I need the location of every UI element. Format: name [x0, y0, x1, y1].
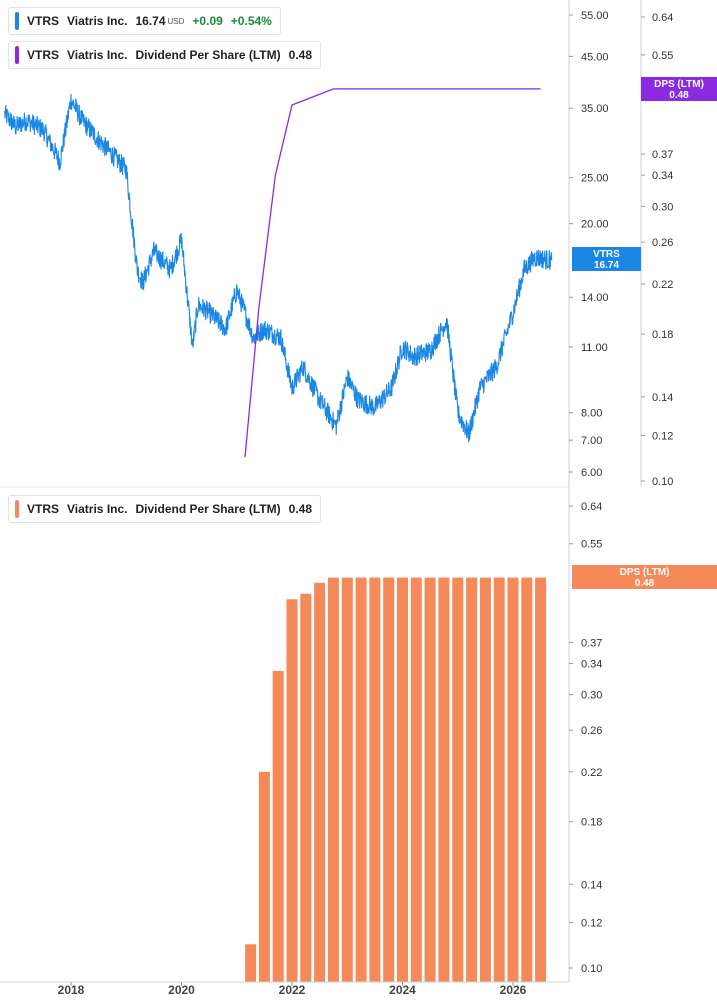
dps-top-axis-tick-label: 0.26	[652, 237, 673, 249]
dps-bar	[245, 944, 257, 982]
price-axis-tick-label: 7.00	[581, 435, 602, 447]
dps-bottom-axis-tick-label: 0.37	[581, 637, 602, 649]
price-axis-tick-label: 11.00	[581, 342, 608, 354]
dps-bar	[369, 577, 381, 982]
dps-top-axis-tick-label: 0.34	[652, 170, 673, 182]
dps-top-badge-label: DPS (LTM)	[654, 79, 704, 90]
dps-top-axis-tick-label: 0.18	[652, 329, 673, 341]
dps-bottom-axis-tick-label: 0.26	[581, 725, 602, 737]
legend-change-pct: +0.54%	[230, 14, 272, 28]
legend-company-name: Viatris Inc.	[67, 502, 128, 516]
legend-value: 0.48	[288, 48, 312, 62]
dps-bar	[452, 577, 464, 982]
price-axis-tick-label: 8.00	[581, 408, 602, 420]
time-axis-tick-label: 2022	[279, 983, 306, 997]
legend-change: +0.09	[192, 14, 223, 28]
dps-top-axis-tick-label: 0.30	[652, 201, 673, 213]
dps-bottom-badge-bg	[572, 565, 717, 589]
dps-bar	[314, 582, 326, 982]
dps-bar	[507, 577, 519, 982]
price-legend[interactable]: VTRS Viatris Inc. 16.74 USD +0.09 +0.54%	[8, 7, 281, 35]
dps-series-line	[244, 88, 541, 458]
price-axis-tick-label: 20.00	[581, 219, 609, 231]
dps-top-axis-tick-label: 0.22	[652, 279, 673, 291]
price-axis-tick-label: 25.00	[581, 173, 609, 185]
dps-bottom-axis-tick-label: 0.12	[581, 918, 602, 930]
series-lines	[4, 88, 553, 458]
legend-symbol: VTRS	[27, 502, 60, 516]
dps-top-axis-tick-label: 0.64	[652, 12, 673, 24]
dps-bar	[341, 577, 353, 982]
dps-bar	[521, 577, 533, 982]
dps-bottom-axis-tick-label: 0.55	[581, 539, 602, 551]
price-axis-tick-label: 6.00	[581, 467, 602, 479]
dps-top-badge-value: 0.48	[669, 90, 689, 101]
dps-bar	[466, 577, 478, 982]
dps-bar	[479, 577, 491, 982]
axes-layer	[0, 0, 645, 986]
time-axis-tick-label: 2020	[168, 983, 195, 997]
price-badge-value: 16.74	[594, 260, 619, 271]
dps-bottom-badge-value: 0.48	[635, 578, 655, 589]
dps-bar	[493, 577, 505, 982]
price-axis-tick-label: 35.00	[581, 103, 609, 115]
legend-value: 0.48	[288, 502, 312, 516]
dps-bar	[327, 577, 339, 982]
dps-bars	[245, 577, 547, 982]
dps-bar	[438, 577, 450, 982]
dps-bar	[272, 670, 284, 982]
dps-bar	[410, 577, 422, 982]
price-axis-tick-label: 45.00	[581, 51, 609, 63]
dps-top-axis-tick-label: 0.12	[652, 430, 673, 442]
dps-bar	[383, 577, 395, 982]
dps-top-badge-bg	[641, 77, 717, 101]
dps-legend-bottom[interactable]: VTRS Viatris Inc. Dividend Per Share (LT…	[8, 495, 321, 523]
dps-bottom-badge-label: DPS (LTM)	[620, 567, 670, 578]
dps-bottom-axis-tick-label: 0.10	[581, 963, 602, 975]
dps-bar	[355, 577, 367, 982]
legend-price: 16.74	[135, 14, 166, 28]
dps-top-axis-tick-label: 0.10	[652, 476, 673, 488]
price-legend-swatch	[15, 12, 19, 30]
price-axis-tick-label: 14.00	[581, 292, 609, 304]
dps-bar	[286, 599, 298, 982]
dps-bottom-axis-tick-label: 0.30	[581, 690, 602, 702]
price-axis-tick-label: 55.00	[581, 10, 609, 22]
dps-bottom-axis-tick-label: 0.14	[581, 879, 602, 891]
legend-metric: Dividend Per Share (LTM)	[135, 502, 281, 516]
dps-legend-swatch	[15, 500, 19, 518]
dps-bar	[424, 577, 436, 982]
price-badge-bg	[572, 247, 641, 271]
dps-legend-swatch	[15, 46, 19, 64]
dps-bottom-axis-tick-label: 0.18	[581, 817, 602, 829]
time-axis-tick-label: 2024	[389, 983, 416, 997]
time-axis-tick-label: 2026	[500, 983, 527, 997]
time-axis-tick-label: 2018	[58, 983, 85, 997]
price-series-line	[4, 93, 553, 443]
legend-currency: USD	[167, 16, 185, 26]
legend-company-name: Viatris Inc.	[67, 14, 128, 28]
legend-company-name: Viatris Inc.	[67, 48, 128, 62]
dps-bottom-axis-tick-label: 0.64	[581, 501, 602, 513]
dps-top-axis-tick-label: 0.37	[652, 149, 673, 161]
dps-bottom-axis-tick-label: 0.22	[581, 767, 602, 779]
dps-bottom-axis-tick-label: 0.34	[581, 658, 602, 670]
dps-bar	[300, 593, 312, 982]
dps-bar	[535, 577, 547, 982]
dps-legend-top[interactable]: VTRS Viatris Inc. Dividend Per Share (LT…	[8, 41, 321, 69]
price-badge-label: VTRS	[593, 249, 620, 260]
tick-labels: 55.00 45.00 35.00 25.00 20.00 14.00 11.00 8.00 7…	[58, 10, 674, 997]
legend-metric: Dividend Per Share (LTM)	[135, 48, 281, 62]
dps-top-axis-tick-label: 0.14	[652, 392, 673, 404]
dps-bar	[258, 771, 270, 982]
legend-symbol: VTRS	[27, 14, 60, 28]
dps-bar	[397, 577, 408, 982]
legend-symbol: VTRS	[27, 48, 60, 62]
dps-top-axis-tick-label: 0.55	[652, 50, 673, 62]
